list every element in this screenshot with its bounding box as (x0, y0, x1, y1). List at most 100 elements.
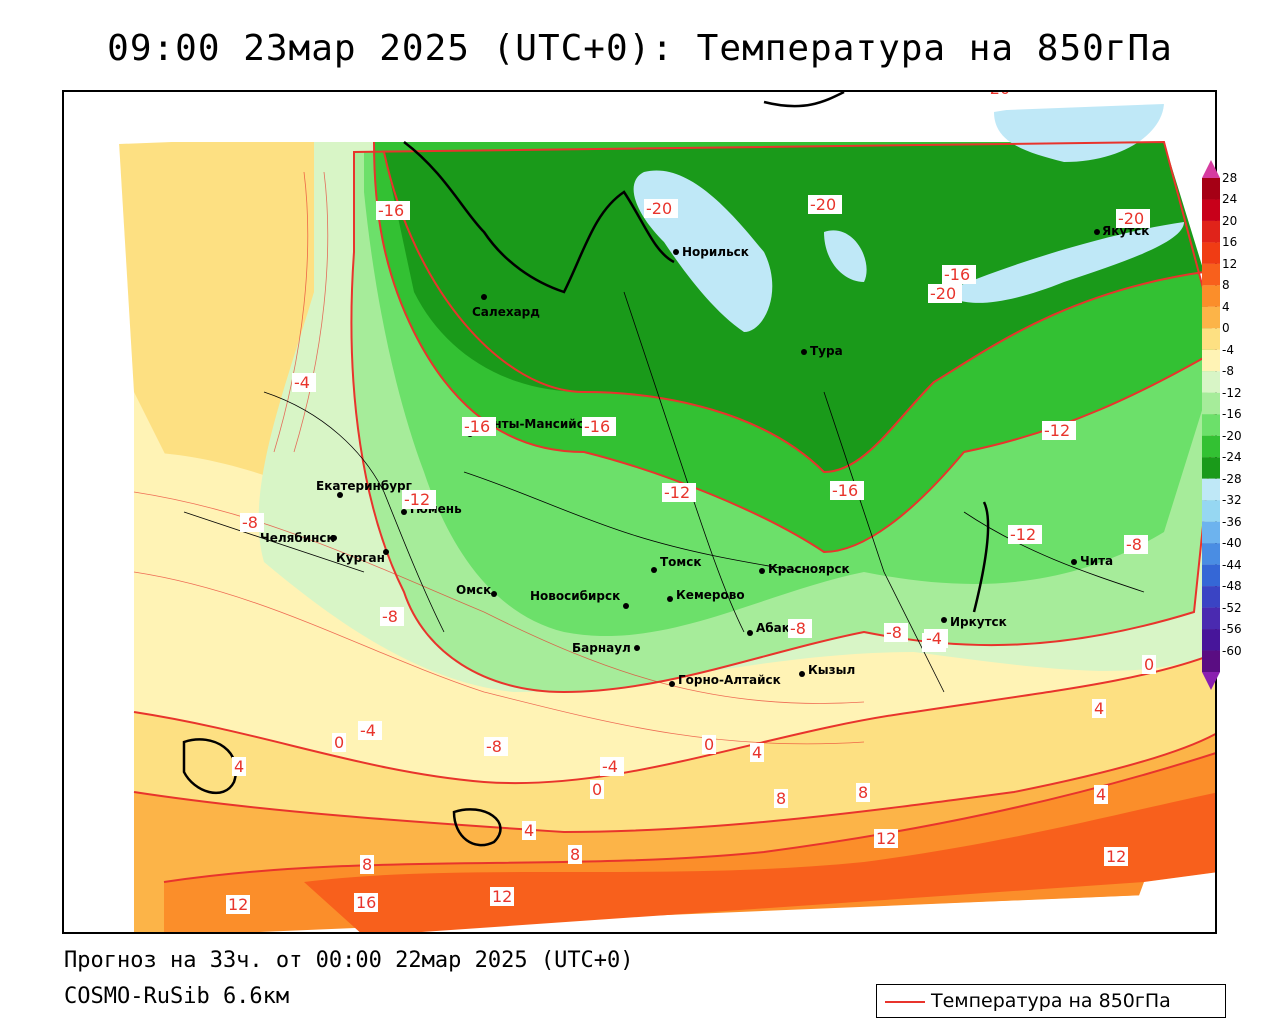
city-chita: Чита (1080, 554, 1113, 568)
isotherm-label: 4 (1096, 785, 1106, 804)
temperature-map: Салехард Норильск Тура Якутск Ханты-Манс… (64, 92, 1215, 932)
isotherm-label-bg (522, 821, 536, 840)
legend-line-swatch (885, 1001, 925, 1003)
isotherm-label: -4 (360, 721, 376, 740)
isotherm-label: -16 (944, 265, 970, 284)
isotherm-label: -20 (930, 284, 956, 303)
isotherm-label-bg (1104, 847, 1128, 866)
colorbar-tick-label: -16 (1222, 407, 1242, 422)
isotherm-label-bg (1124, 535, 1148, 554)
city-salekhard-dot (481, 294, 487, 300)
isotherm-label-bg (884, 623, 908, 642)
isotherm-label: -12 (1044, 421, 1070, 440)
colorbar-tick-label: -36 (1222, 514, 1242, 529)
isotherm-label-bg (292, 373, 316, 392)
city-chelyabinsk-dot (331, 535, 337, 541)
isotherm-label-bg (354, 893, 378, 912)
isotherm-label: -4 (602, 757, 618, 776)
isotherm-label: 0 (704, 735, 714, 754)
legend: Температура на 850гПа (876, 984, 1226, 1018)
isotherm-label-bg (982, 92, 1016, 98)
isotherm-label-bg (662, 483, 696, 502)
isotherm-label-bg (226, 895, 250, 914)
city-yekaterinburg-dot (337, 492, 343, 498)
isotherm-label: -8 (790, 619, 806, 638)
isotherm-label: -8 (1126, 535, 1142, 554)
city-gorno-altaysk-dot (669, 681, 675, 687)
isotherm-label: -4 (294, 373, 310, 392)
city-norilsk: Норильск (682, 245, 749, 259)
isotherm-label-bg (590, 780, 604, 799)
isotherm-label-bg (702, 735, 716, 754)
isotherm-label: -16 (584, 417, 610, 436)
city-barnaul-dot (634, 645, 640, 651)
isotherm-label: -20 (984, 92, 1010, 98)
colorbar-tick-label: 0 (1222, 321, 1230, 336)
city-novosibirsk-dot (623, 603, 629, 609)
colorbar-swatch (1202, 586, 1220, 608)
isotherm-label-bg (830, 481, 864, 500)
colorbar-tick-label: -8 (1222, 364, 1234, 379)
isotherm-label: -4 (926, 629, 942, 648)
colorbar-swatch (1202, 478, 1220, 501)
colorbar-swatch (1202, 242, 1220, 264)
city-kyzyl: Кызыл (808, 663, 855, 677)
colorbar-tick-label: -52 (1222, 600, 1242, 615)
city-tyumen-dot (401, 509, 407, 515)
isotherm-label-bg (644, 199, 678, 218)
isotherm-label-bg (600, 757, 624, 776)
colorbar-swatch (1202, 650, 1220, 672)
isotherm-label: 0 (1144, 655, 1154, 674)
city-novosibirsk: Новосибирск (530, 589, 620, 603)
isotherm-label: 4 (1094, 699, 1104, 718)
colorbar-tick-label: -40 (1222, 536, 1242, 551)
isotherm-label: -8 (886, 623, 902, 642)
city-khanty-mansiysk: Ханты-Мансийск (476, 417, 592, 431)
isotherm-label-bg (788, 619, 812, 638)
colorbar-tick-label: -44 (1222, 557, 1242, 572)
city-yekaterinburg: Екатеринбург (316, 479, 412, 493)
colorbar-swatch (1202, 371, 1220, 393)
isotherm-label-bg (1142, 655, 1156, 674)
isotherm-label: 4 (752, 743, 762, 762)
city-kurgan-dot (383, 549, 389, 555)
legend-label: Температура на 850гПа (931, 990, 1171, 1012)
colorbar-swatch (1202, 607, 1220, 630)
isotherm-label: 12 (1106, 847, 1126, 866)
isotherm-label: 8 (570, 845, 580, 864)
isotherm-label: 8 (858, 783, 868, 802)
isotherm-label: -12 (664, 483, 690, 502)
isotherm-label-bg (332, 733, 346, 752)
isotherm-label-bg (856, 783, 870, 802)
colorbar-tick-label: -24 (1222, 450, 1242, 465)
isotherm-label-bg (490, 887, 514, 906)
colorbar-swatch (1202, 328, 1220, 350)
isotherm-label-bg (942, 265, 976, 284)
city-salekhard: Салехард (472, 305, 540, 319)
isotherm-label: -12 (404, 490, 430, 509)
city-krasnoyarsk: Красноярск (768, 562, 850, 576)
isotherm-label: 4 (524, 821, 534, 840)
map-panel: Салехард Норильск Тура Якутск Ханты-Манс… (62, 90, 1217, 934)
colorbar-tick-label: 12 (1222, 256, 1238, 271)
city-norilsk-dot (673, 249, 679, 255)
city-abakan-dot (747, 630, 753, 636)
isotherm-label-bg (462, 417, 496, 436)
isotherm-label-bg (360, 855, 374, 874)
colorbar-swatch (1202, 199, 1220, 221)
isotherm-label-bg (402, 490, 436, 509)
city-gorno-altaysk: Горно-Алтайск (678, 673, 781, 687)
city-tura: Тура (810, 344, 843, 358)
colorbar-swatch (1202, 392, 1220, 415)
colorbar-tick-label: -4 (1222, 342, 1234, 357)
isotherm-label: 0 (592, 780, 602, 799)
city-kurgan: Курган (336, 551, 385, 565)
colorbar-tick-label: 16 (1222, 235, 1238, 250)
isotherm-label: 8 (776, 789, 786, 808)
colorbar-tick-label: -12 (1222, 385, 1242, 400)
colorbar-swatch (1202, 414, 1220, 436)
isotherm-label: 12 (492, 887, 512, 906)
colorbar-tick-label: 4 (1222, 299, 1230, 314)
city-tomsk-dot (651, 567, 657, 573)
isotherm-label-bg (774, 789, 788, 808)
